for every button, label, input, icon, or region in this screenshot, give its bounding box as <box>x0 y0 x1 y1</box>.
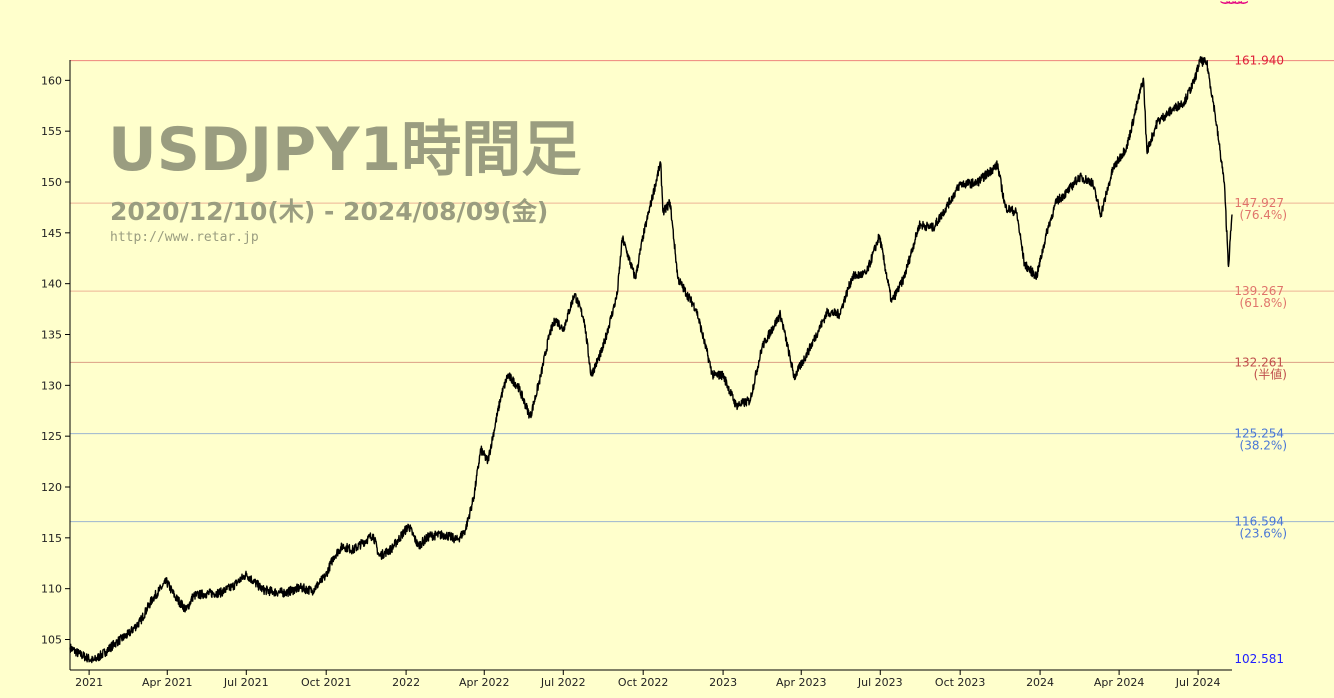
fib-pct-label: (23.6%) <box>1240 527 1287 541</box>
fib-level-labels: 161.940 147.927(76.4%) 139.267(61.8%) 132.2… <box>1234 54 1287 666</box>
x-tick-label: Oct 2023 <box>935 676 986 689</box>
x-tick-label: Oct 2021 <box>301 676 352 689</box>
fib-value-label: 147.927 <box>1234 196 1284 210</box>
fib-value-label: 125.254 <box>1234 427 1284 441</box>
x-axis-ticks: 2021 Apr 2021 Jul 2021 Oct 2021 2022 Apr 2022… <box>75 670 1221 689</box>
price-series <box>69 56 1233 664</box>
usdjpy-price-line <box>69 56 1233 664</box>
y-axis-ticks: 105 110 115 120 125 130 135 140 145 150 155 160 <box>41 74 70 647</box>
x-tick-label: Apr 2022 <box>459 676 510 689</box>
x-tick-label: Apr 2023 <box>776 676 827 689</box>
fib-pct-label: (61.8%) <box>1240 296 1287 310</box>
y-tick-label: 145 <box>41 227 62 240</box>
fib-level-lines <box>70 60 1334 523</box>
fib-pct-label: (38.2%) <box>1240 439 1287 453</box>
fib-value-label: 161.940 <box>1234 54 1284 68</box>
x-tick-label: Jul 2023 <box>857 676 903 689</box>
axes <box>69 60 1232 671</box>
fib-pct-label: (半値) <box>1254 366 1287 381</box>
fib-value-label: 102.581 <box>1234 652 1284 666</box>
y-tick-label: 130 <box>41 379 62 392</box>
x-tick-label: 2024 <box>1026 676 1054 689</box>
timestamp-stamp: (2024/08/09 03:00 147.267) <box>1225 0 1238 6</box>
x-tick-label: Jul 2024 <box>1175 676 1221 689</box>
y-tick-label: 115 <box>41 532 62 545</box>
timestamp-overlay: (2024/08/09 02:00 147.190)(2024/08/09 03… <box>1219 0 1250 6</box>
y-tick-label: 120 <box>41 481 62 494</box>
y-tick-label: 105 <box>41 634 62 647</box>
x-tick-label: Jul 2021 <box>223 676 269 689</box>
x-tick-label: 2022 <box>392 676 420 689</box>
y-tick-label: 135 <box>41 329 62 342</box>
x-tick-label: Oct 2022 <box>618 676 669 689</box>
fib-value-label: 116.594 <box>1234 515 1284 529</box>
x-tick-label: Apr 2021 <box>142 676 193 689</box>
x-tick-label: Apr 2024 <box>1094 676 1145 689</box>
x-tick-label: 2021 <box>75 676 103 689</box>
y-tick-label: 160 <box>41 74 62 87</box>
timestamp-stamp: (2024/08/09 02:00 147.190) <box>1219 0 1232 6</box>
chart-title: USDJPY1時間足 <box>108 115 581 185</box>
y-tick-label: 110 <box>41 583 62 596</box>
timestamp-stamp: (2024/08/09 05:00 147.206) <box>1237 0 1250 6</box>
fib-value-label: 132.261 <box>1234 355 1284 369</box>
site-url: http://www.retar.jp <box>110 230 259 245</box>
y-tick-label: 140 <box>41 278 62 291</box>
y-tick-label: 125 <box>41 430 62 443</box>
timestamp-stamp: (2024/08/09 04:00 147.252) <box>1231 0 1244 6</box>
x-tick-label: Jul 2022 <box>540 676 586 689</box>
chart-subtitle: 2020/12/10(木) - 2024/08/09(金) <box>110 197 548 226</box>
x-tick-label: 2023 <box>709 676 737 689</box>
y-tick-label: 155 <box>41 125 62 138</box>
fib-pct-label: (76.4%) <box>1240 208 1287 222</box>
y-tick-label: 150 <box>41 176 62 189</box>
fib-value-label: 139.267 <box>1234 284 1284 298</box>
